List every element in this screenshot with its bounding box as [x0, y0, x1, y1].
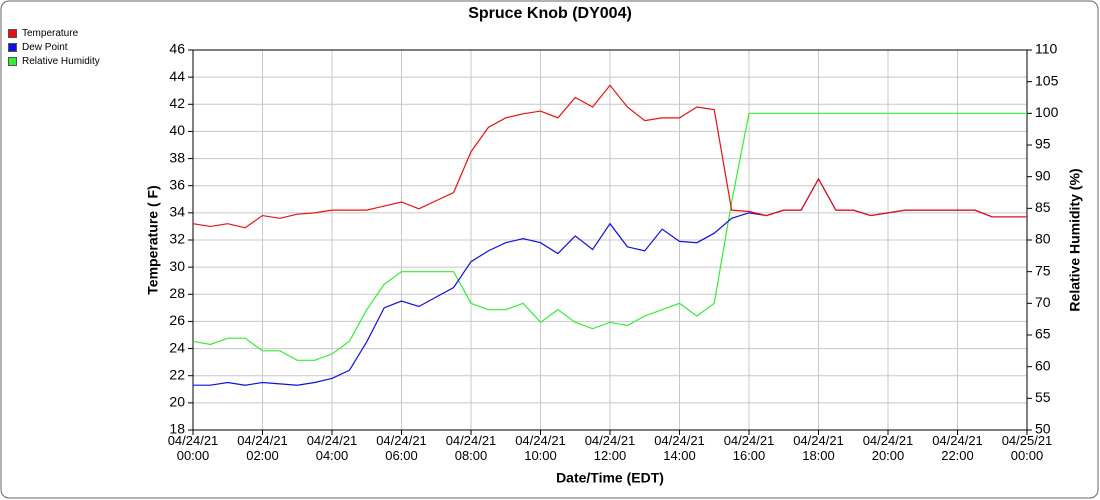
y-tick-label: 38: [169, 149, 185, 165]
x-tick-label: 04/24/21 18:00: [793, 433, 844, 463]
y2-tick-label: 65: [1035, 326, 1051, 342]
legend-swatch: [8, 29, 17, 38]
y2-tick-label: 95: [1035, 136, 1051, 152]
y-axis-label: Temperature ( F): [145, 185, 161, 294]
x-axis-label: Date/Time (EDT): [556, 470, 664, 486]
y2-tick-label: 105: [1035, 72, 1059, 88]
legend-label: Dew Point: [22, 42, 68, 53]
y-tick-label: 24: [169, 339, 185, 355]
y-tick-label: 28: [169, 285, 185, 301]
y-tick-label: 36: [169, 176, 185, 192]
series-line: [192, 84, 1027, 229]
x-tick-label: 04/24/21 00:00: [167, 433, 219, 463]
x-tick-label: 04/24/21 08:00: [445, 433, 497, 463]
y2-tick-label: 90: [1035, 167, 1051, 183]
y-tick-label: 26: [169, 312, 185, 328]
y2-tick-label: 110: [1035, 41, 1058, 57]
y2-tick-label: 80: [1035, 231, 1051, 247]
y-tick-label: 20: [169, 394, 185, 410]
x-tick-label: 04/24/21 20:00: [862, 433, 914, 463]
x-tick-label: 04/25/21 00:00: [1001, 433, 1053, 463]
legend-label: Relative Humidity: [22, 56, 100, 67]
y2-tick-label: 50: [1035, 421, 1051, 437]
x-tick-label: 04/24/21 12:00: [584, 433, 636, 463]
x-tick-label: 04/24/21 04:00: [306, 433, 358, 463]
x-tick-label: 04/24/21 06:00: [376, 433, 427, 463]
y-tick-label: 18: [169, 421, 185, 437]
y-tick-label: 34: [169, 204, 185, 220]
y2-tick-label: 85: [1035, 199, 1051, 215]
y2-tick-label: 55: [1035, 389, 1051, 405]
plot-area: [192, 49, 1028, 431]
legend-swatch: [8, 43, 17, 52]
x-tick-label: 04/24/21 22:00: [932, 433, 983, 463]
y-tick-label: 44: [169, 68, 185, 84]
y2-tick-label: 60: [1035, 357, 1051, 373]
y-tick-label: 32: [169, 231, 185, 247]
y2-tick-label: 75: [1035, 262, 1051, 278]
y-tick-label: 22: [169, 366, 185, 382]
y-tick-label: 42: [169, 95, 185, 111]
y2-axis-label: Relative Humidity (%): [1067, 168, 1083, 311]
x-tick-label: 04/24/21 14:00: [654, 433, 705, 463]
legend-swatch: [8, 57, 17, 66]
y-tick-label: 40: [169, 122, 185, 138]
legend-entry: Temperature: [8, 28, 78, 39]
legend-entry: Relative Humidity: [8, 56, 100, 67]
series-line: [192, 112, 1027, 361]
y-tick-label: 30: [169, 258, 185, 274]
x-tick-label: 04/24/21 16:00: [723, 433, 775, 463]
legend-label: Temperature: [22, 28, 79, 39]
legend-entry: Dew Point: [8, 42, 68, 53]
x-tick-label: 04/24/21 10:00: [515, 433, 566, 463]
y-tick-label: 46: [169, 41, 185, 57]
chart-title: Spruce Knob (DY004): [468, 5, 632, 22]
y2-tick-label: 100: [1035, 104, 1059, 120]
x-tick-label: 04/24/21 02:00: [237, 433, 288, 463]
y2-tick-label: 70: [1035, 294, 1051, 310]
